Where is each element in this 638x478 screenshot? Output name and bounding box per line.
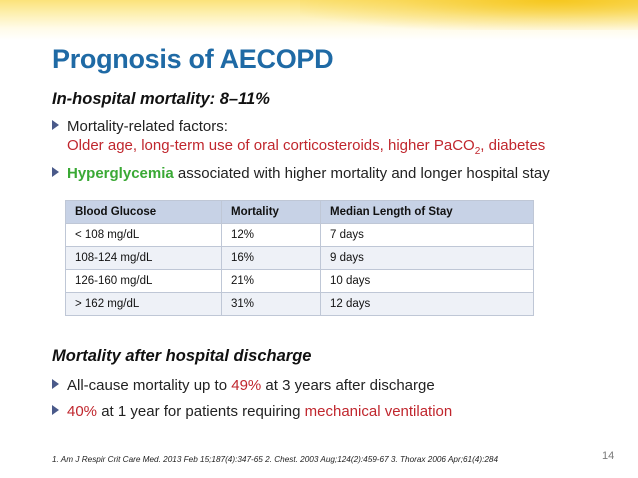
bullet-arrow-icon [52,405,59,415]
table-header-cell: Median Length of Stay [320,200,534,224]
bullet-label: Mortality-related factors: [67,118,228,135]
table-row: 108-124 mg/dL 16% 9 days [65,246,534,270]
table-cell: < 108 mg/dL [65,223,222,247]
table-header-cell: Mortality [221,200,321,224]
table-cell: 16% [221,246,321,270]
mortality-49-highlight: 49% [231,377,262,394]
slide-title: Prognosis of AECOPD [52,44,334,74]
table-cell: 12 days [320,292,534,316]
table-cell: 10 days [320,269,534,293]
bullet-arrow-icon [52,379,59,389]
table-cell: 126-160 mg/dL [65,269,222,293]
bullet-all-cause-mortality: All-cause mortality up to 49% at 3 years… [52,376,435,395]
mortality-factors-detail: Older age, long-term use of oral cortico… [52,136,545,161]
glucose-table: Blood Glucose Mortality Median Length of… [65,200,534,316]
bullet-arrow-icon [52,120,59,130]
hyperglycemia-highlight: Hyperglycemia [67,165,174,182]
bullet-text: All-cause mortality up to [67,377,232,394]
table-row: 126-160 mg/dL 21% 10 days [65,269,534,293]
table-header-row: Blood Glucose Mortality Median Length of… [65,200,534,224]
table-cell: 31% [221,292,321,316]
table-header-cell: Blood Glucose [65,200,222,224]
references-footnote: 1. Am J Respir Crit Care Med. 2013 Feb 1… [52,455,499,464]
table-cell: 9 days [320,246,534,270]
detail-subscript: 2 [474,146,481,157]
detail-text-end: , diabetes [480,137,546,154]
table-row: > 162 mg/dL 31% 12 days [65,292,534,316]
table-cell: > 162 mg/dL [65,292,222,316]
mortality-40-highlight: 40% [67,403,98,420]
bullet-mechanical-ventilation: 40% at 1 year for patients requiring mec… [52,402,452,421]
table-cell: 108-124 mg/dL [65,246,222,270]
top-banner-glow [300,0,638,30]
page-number: 14 [602,450,615,462]
bullet-mortality-factors: Mortality-related factors: Older age, lo… [52,117,545,161]
section-heading-in-hospital: In-hospital mortality: 8–11% [52,90,270,108]
bullet-hyperglycemia: Hyperglycemia associated with higher mor… [52,164,550,183]
table-row: < 108 mg/dL 12% 7 days [65,223,534,247]
section-heading-after-discharge: Mortality after hospital discharge [52,347,312,365]
bullet-text: at 1 year for patients requiring [97,403,305,420]
mechanical-ventilation-highlight: mechanical ventilation [304,403,453,420]
bullet-arrow-icon [52,167,59,177]
table-cell: 12% [221,223,321,247]
table-cell: 21% [221,269,321,293]
bullet-text: at 3 years after discharge [261,377,435,394]
hyperglycemia-text: associated with higher mortality and lon… [173,165,550,182]
table-cell: 7 days [320,223,534,247]
detail-text: Older age, long-term use of oral cortico… [67,137,475,154]
